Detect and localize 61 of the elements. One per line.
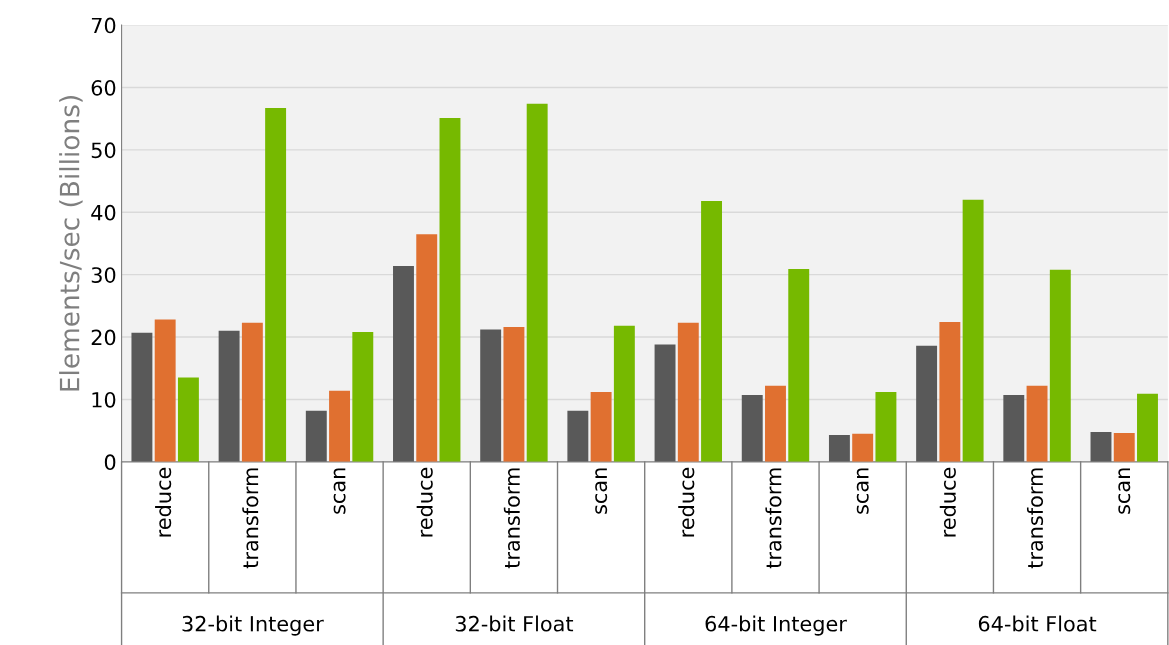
x-tick-label: reduce <box>416 467 433 537</box>
bar <box>352 332 374 462</box>
bar <box>613 325 635 462</box>
x-tick-label: reduce <box>939 467 956 537</box>
y-tick-label: 60 <box>91 79 116 96</box>
bar <box>1003 395 1025 462</box>
y-tick-label: 30 <box>91 267 116 283</box>
text: 32-bit Float <box>455 615 574 632</box>
bar <box>1026 385 1048 462</box>
bar <box>939 322 961 462</box>
bar <box>305 410 327 462</box>
bar <box>1049 269 1071 462</box>
bar <box>962 199 984 462</box>
bar <box>788 269 810 462</box>
bar <box>218 330 240 462</box>
bar <box>828 435 850 462</box>
bar <box>765 385 786 462</box>
bar <box>875 391 897 462</box>
bar <box>439 118 461 462</box>
bar <box>567 410 589 462</box>
text: 64-bit Float <box>978 615 1097 632</box>
text: 32-bit Integer <box>182 615 324 636</box>
x-tick-label: transform <box>242 468 259 569</box>
x-tick-label: scan <box>1118 468 1131 514</box>
bar <box>480 329 502 462</box>
bar <box>526 103 548 462</box>
bar <box>590 391 612 462</box>
y-tick-label: 0 <box>104 454 116 471</box>
y-tick-label: 70 <box>91 17 116 34</box>
x-tick-label: transform <box>1026 468 1044 569</box>
text: 64-bit Integer <box>705 615 847 636</box>
x-tick-label: scan <box>595 468 608 514</box>
bar <box>265 108 287 462</box>
bar <box>677 322 699 462</box>
x-tick-label: reduce <box>155 467 172 537</box>
y-tick-label: 10 <box>92 391 116 408</box>
bar <box>177 377 199 462</box>
bar <box>154 319 176 462</box>
x-tick-label: transform <box>503 468 520 569</box>
y-tick-label: 40 <box>91 204 116 221</box>
x-tick-label: scan <box>333 468 346 514</box>
x-tick-label: scan <box>856 468 869 514</box>
bar <box>1137 393 1158 462</box>
bar <box>916 345 938 462</box>
bar <box>741 395 763 462</box>
bar <box>241 322 263 462</box>
x-tick-label: reduce <box>678 467 695 537</box>
y-tick-label: 20 <box>91 329 116 346</box>
bar <box>329 390 351 462</box>
y-tick-label: 50 <box>91 142 116 159</box>
bar <box>701 201 723 462</box>
bar <box>416 234 438 462</box>
bar <box>1090 431 1112 462</box>
bar <box>1113 433 1135 462</box>
x-tick-label: transform <box>765 468 782 569</box>
bar <box>852 433 874 462</box>
y-axis-title: Elements/sec (Billions) <box>59 96 83 391</box>
bar <box>503 327 525 462</box>
bar <box>654 344 676 462</box>
bar <box>393 265 414 462</box>
bar <box>131 332 153 462</box>
